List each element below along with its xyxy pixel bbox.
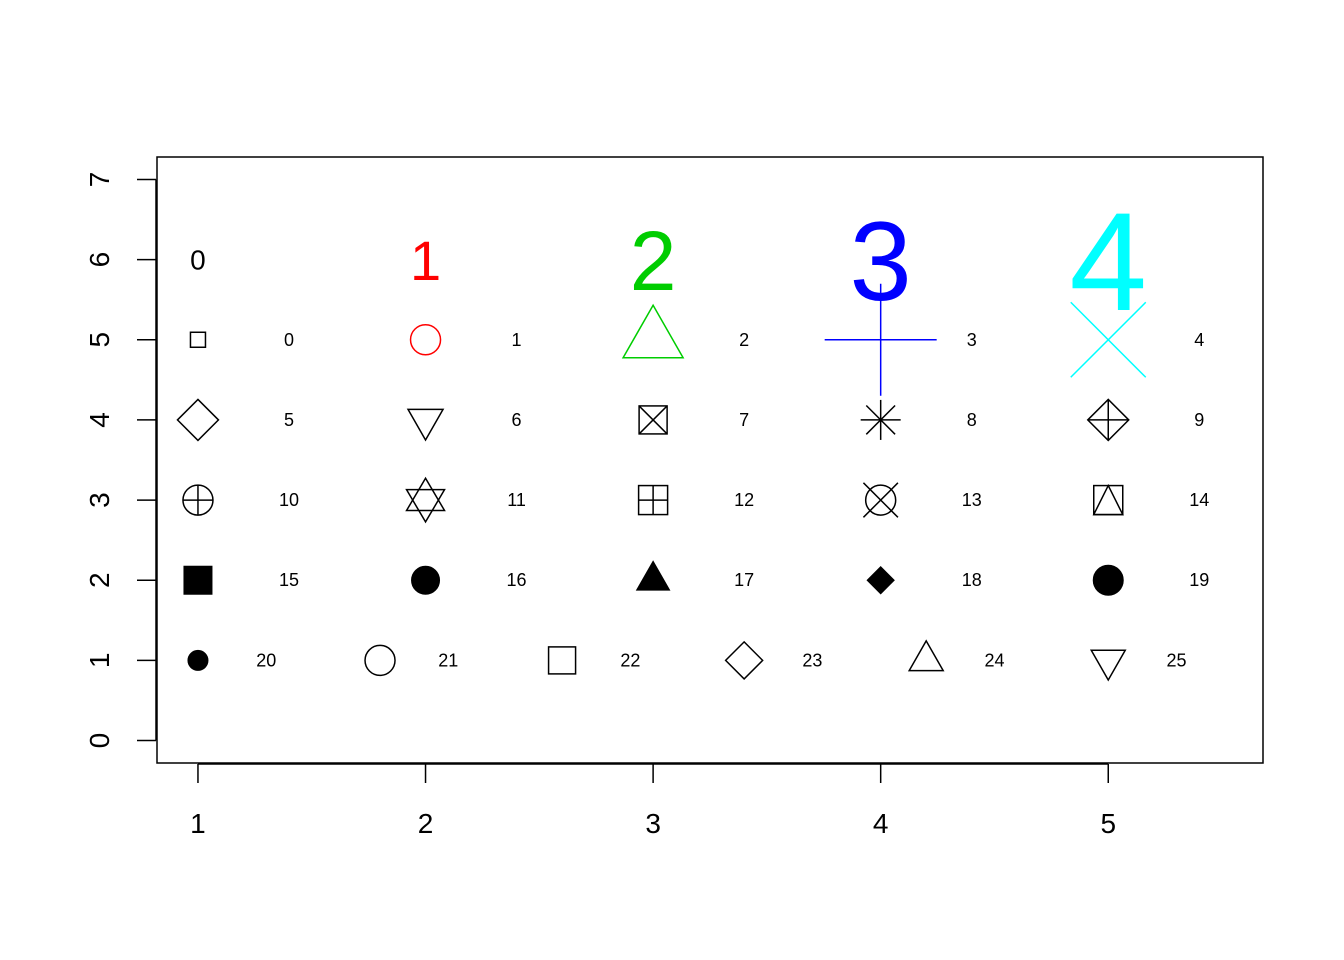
symbol-label-11: 11: [507, 490, 526, 510]
symbol-label-22: 22: [620, 650, 640, 670]
symbol-pch-15: [183, 565, 213, 595]
x-tick-label-0: 1: [190, 808, 206, 839]
symbol-pch-6: [406, 408, 445, 442]
symbol-pch-10: [182, 484, 214, 516]
symbol-label-24: 24: [984, 650, 1004, 670]
symbol-label-14: 14: [1189, 490, 1209, 510]
symbol-label-25: 25: [1167, 650, 1187, 670]
symbol-label-12: 12: [734, 490, 754, 510]
x-tick-label-1: 2: [418, 808, 434, 839]
y-tick-label-4: 4: [84, 412, 115, 428]
size-point-label-3: 3: [967, 330, 977, 350]
symbol-label-7: 7: [739, 410, 749, 430]
symbol-label-21: 21: [438, 650, 458, 670]
symbol-pch-13: [862, 482, 899, 518]
symbol-label-19: 19: [1189, 570, 1209, 590]
symbol-pch-24: [907, 639, 945, 672]
symbol-pch-9: [1086, 398, 1130, 442]
symbol-label-23: 23: [802, 650, 822, 670]
symbol-label-9: 9: [1194, 410, 1204, 430]
size-point-label-0: 0: [284, 330, 294, 350]
symbol-pch-7: [638, 405, 668, 435]
symbol-label-16: 16: [507, 570, 527, 590]
size-text-2: 2: [630, 214, 677, 308]
symbol-label-18: 18: [962, 570, 982, 590]
x-tick-label-4: 5: [1100, 808, 1116, 839]
y-tick-label-3: 3: [84, 492, 115, 508]
symbol-label-17: 17: [734, 570, 754, 590]
symbol-pch-12: [637, 484, 669, 516]
y-tick-label-6: 6: [84, 252, 115, 268]
size-point-pch-4: [1070, 301, 1147, 378]
symbol-pch-16: [411, 565, 441, 595]
symbol-label-8: 8: [967, 410, 977, 430]
symbol-pch-18: [866, 566, 895, 595]
symbol-label-6: 6: [512, 410, 522, 430]
symbol-label-20: 20: [256, 650, 276, 670]
x-tick-label-2: 3: [645, 808, 661, 839]
symbol-pch-11: [405, 476, 446, 524]
y-tick-label-5: 5: [84, 332, 115, 348]
symbol-pch-17: [635, 560, 671, 591]
y-tick-label-0: 0: [84, 733, 115, 749]
y-tick-label-7: 7: [84, 172, 115, 188]
y-tick-label-1: 1: [84, 653, 115, 669]
y-tick-label-2: 2: [84, 572, 115, 588]
symbol-pch-21: [364, 644, 396, 677]
symbol-pch-25: [1089, 649, 1127, 682]
size-point-pch-2: [621, 303, 685, 359]
x-tick-label-3: 4: [873, 808, 889, 839]
symbol-label-10: 10: [279, 490, 299, 510]
symbol-pch-19: [1092, 564, 1124, 596]
symbol-pch-22: [547, 646, 577, 675]
size-point-pch-1: [409, 324, 442, 356]
symbol-pch-20: [187, 649, 209, 671]
size-text-4: 4: [1069, 183, 1147, 340]
symbol-pch-23: [724, 640, 764, 680]
size-point-pch-3: [824, 283, 937, 396]
symbol-pch-14: [1092, 483, 1124, 516]
size-point-label-4: 4: [1194, 330, 1204, 350]
size-text-0: 0: [190, 245, 206, 276]
symbol-pch-8: [860, 399, 901, 440]
symbol-label-5: 5: [284, 410, 294, 430]
symbol-label-15: 15: [279, 570, 299, 590]
plot-frame: [156, 156, 1264, 764]
size-point-label-2: 2: [739, 330, 749, 350]
symbol-label-13: 13: [962, 490, 982, 510]
size-text-1: 1: [410, 229, 441, 292]
x-axis: 1 2 3 4 5: [190, 763, 1116, 839]
size-point-label-1: 1: [512, 330, 522, 350]
size-point-pch-0: [189, 331, 207, 349]
y-axis: 0 1 2 3 4 5 6 7: [84, 172, 157, 749]
symbol-pch-5: [176, 398, 220, 442]
